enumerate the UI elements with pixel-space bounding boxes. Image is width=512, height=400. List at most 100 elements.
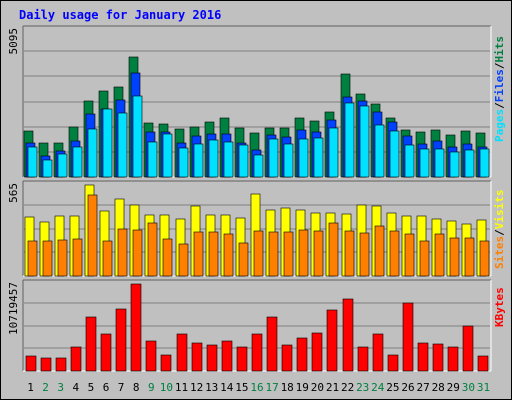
x-tick-label: 27 [416,381,429,394]
legend-files: Files [493,69,506,102]
kbytes-bar [115,308,127,372]
pages-bar [419,148,430,178]
pages-bar [208,139,219,178]
kbytes-bar [191,342,203,372]
pages-bar [328,127,339,178]
sites-bar [389,230,400,277]
legend-separator: / [493,102,506,109]
pages-bar [102,108,113,178]
sites-bar [374,225,385,277]
pages-bar [479,148,490,178]
x-tick-label: 18 [281,381,294,394]
x-tick-label: 1 [27,381,34,394]
x-tick-label: 8 [133,381,140,394]
kbytes-bar [326,309,338,372]
x-tick-label: 16 [250,381,263,394]
x-tick-label: 19 [296,381,309,394]
sites-bar [102,240,113,277]
legend-separator: / [493,62,506,69]
legend-visits: Visits [493,190,506,230]
pages-bar [117,112,128,178]
sites-bar [464,237,475,277]
kbytes-bar [176,333,188,372]
y-max-label: 565 [7,183,20,203]
kbytes-bar [221,340,233,372]
kbytes-bar [145,340,157,372]
x-tick-label: 23 [356,381,369,394]
legend-visits_sites: Sites/Visits [493,190,506,270]
x-tick-label: 31 [477,381,490,394]
pages-bar [42,159,53,178]
pages-bar [132,95,143,178]
kbytes-bar [447,346,459,372]
kbytes-bar [85,316,97,372]
sites-bar [344,230,355,277]
legend-hits: Hits [493,36,506,63]
sites-bar [87,194,98,277]
pages-bar [404,144,415,178]
pages-bar [268,138,279,178]
pages-bar [283,143,294,178]
sites-bar [117,228,128,277]
kbytes-bar [402,302,414,372]
pages-bar [313,137,324,178]
legend-kbytes: KBytes [493,287,506,327]
kbytes-bar [342,298,354,372]
legend-pages: Pages [493,109,506,142]
sites-bar [193,231,204,277]
pages-bar [193,143,204,178]
sites-bar [57,239,68,277]
x-tick-label: 5 [88,381,95,394]
sites-bar [449,237,460,277]
x-tick-label: 30 [462,381,475,394]
sites-bar [404,233,415,277]
y-max-label: 5095 [7,28,20,55]
kbytes-bar [372,333,384,372]
kbytes-bar [25,355,37,372]
kbytes-bar [281,344,293,372]
kbytes-bar [130,283,142,372]
pages-bar [87,128,98,178]
legend-hits_files_pages: Pages/Files/Hits [493,36,506,142]
x-tick-label: 13 [205,381,218,394]
legend-separator: / [493,229,506,236]
x-tick-label: 21 [326,381,339,394]
pages-bar [344,102,355,178]
kbytes-bar [70,346,82,372]
kbytes-bar [266,316,278,372]
pages-bar [298,138,309,178]
kbytes-bar [311,332,323,372]
pages-bar [359,105,370,178]
sites-bar [283,231,294,277]
pages-bar [434,148,445,178]
kbytes-bar [100,333,112,372]
x-tick-label: 15 [235,381,248,394]
pages-bar [72,146,83,178]
x-tick-label: 28 [432,381,445,394]
kbytes-bar [387,354,399,372]
sites-bar [132,229,143,277]
chart-title: Daily usage for January 2016 [19,8,221,22]
sites-bar [42,240,53,277]
x-tick-label: 6 [103,381,110,394]
x-tick-label: 4 [72,381,79,394]
pages-bar [253,154,264,178]
kbytes-bar [206,344,218,372]
sites-bar [208,231,219,277]
pages-bar [162,133,173,178]
pages-bar [389,130,400,178]
x-tick-label: 7 [118,381,125,394]
x-tick-label: 20 [311,381,324,394]
sites-bar [238,242,249,277]
pages-bar [449,151,460,178]
kbytes-bar [477,355,489,372]
y-max-label: 10719457 [7,282,20,335]
x-tick-label: 2 [42,381,49,394]
sites-bar [313,230,324,277]
x-tick-label: 22 [341,381,354,394]
kbytes-bar [417,342,429,372]
kbytes-bar [251,333,263,372]
kbytes-bar [357,346,369,372]
kbytes-bar [432,343,444,372]
